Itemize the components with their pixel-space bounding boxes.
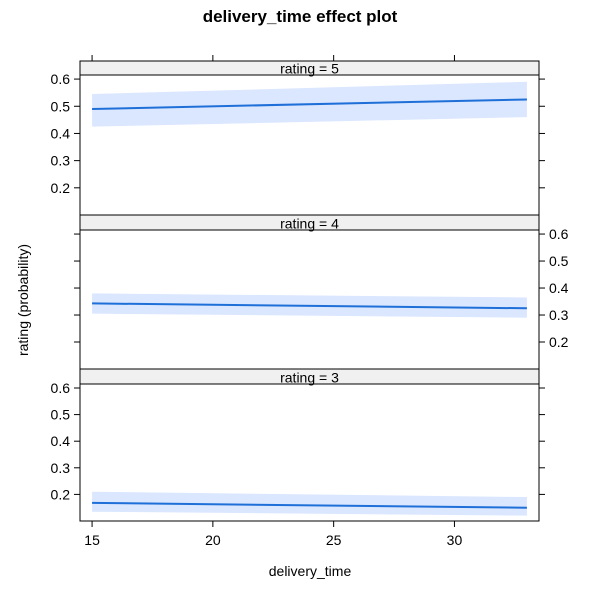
x-axis: 15 20 25 30	[84, 55, 462, 548]
x-tick-label: 30	[447, 532, 463, 548]
y-tick-label: 0.4	[51, 433, 71, 449]
x-axis-label: delivery_time	[269, 563, 352, 579]
fit-line	[92, 98, 527, 110]
confidence-band	[92, 491, 527, 516]
y-tick-label: 0.2	[51, 486, 71, 502]
fit-line	[92, 302, 527, 310]
y-tick-label: 0.4	[549, 280, 569, 296]
y-tick-label: 0.4	[51, 125, 71, 141]
y-tick-label: 0.6	[51, 71, 71, 87]
y-tick-label: 0.2	[51, 180, 71, 196]
x-tick-label: 20	[205, 532, 221, 548]
y-tick-label: 0.6	[549, 226, 569, 242]
y-tick-label: 0.5	[51, 98, 71, 114]
y-tick-label: 0.5	[549, 253, 569, 269]
y-tick-label: 0.2	[549, 334, 569, 350]
panel-strip-label: rating = 4	[280, 216, 339, 232]
panels-group: rating = 5 0.2 0.3 0.4 0.5 0.6 rating = 4 0.2 0.…	[51, 60, 569, 522]
panel-3: rating = 3 0.2 0.3 0.4 0.5 0.6	[51, 368, 545, 522]
y-axis-label: rating (probability)	[15, 244, 31, 356]
fit-line	[92, 501, 527, 509]
panel-frame	[79, 383, 540, 522]
chart-title: delivery_time effect plot	[203, 7, 398, 26]
x-tick-label: 25	[326, 532, 342, 548]
y-tick-label: 0.5	[51, 407, 71, 423]
y-tick-label: 0.3	[51, 460, 71, 476]
y-tick-label: 0.3	[549, 307, 569, 323]
panel-strip-label: rating = 5	[280, 61, 339, 77]
x-tick-label: 15	[84, 532, 100, 548]
panel-2: rating = 4 0.2 0.3 0.4 0.5 0.6	[74, 214, 569, 370]
panel-1: rating = 5 0.2 0.3 0.4 0.5 0.6	[51, 60, 545, 216]
panel-strip-label: rating = 3	[280, 370, 339, 386]
y-tick-label: 0.6	[51, 380, 71, 396]
y-tick-label: 0.3	[51, 153, 71, 169]
